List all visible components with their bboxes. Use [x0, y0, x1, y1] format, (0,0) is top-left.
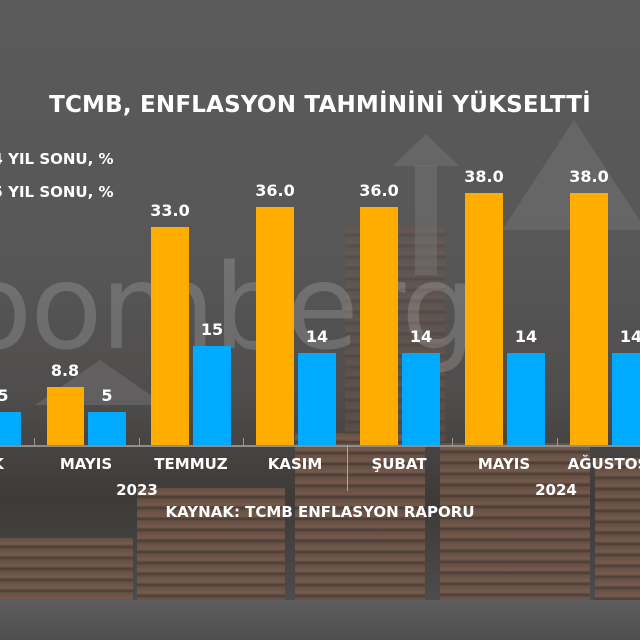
coin-stacks-photo [0, 430, 640, 608]
value-label: 38.0 [464, 167, 504, 186]
year-label-2023: 2023 [116, 481, 158, 499]
bar-2025-agustos [612, 353, 640, 445]
bar-2025-mayis-2024 [507, 353, 545, 445]
x-axis-line [0, 445, 640, 447]
bar-2024-mayis-2023 [47, 387, 84, 445]
bar-2025-temmuz [193, 346, 231, 445]
x-axis-tick [243, 438, 244, 446]
source-note: KAYNAK: TCMB ENFLASYON RAPORU [165, 503, 475, 521]
category-label: MAYIS [477, 455, 531, 473]
x-axis-tick [557, 438, 558, 446]
category-label: KASIM [267, 455, 323, 473]
category-label: AĞUSTOS [567, 455, 640, 473]
category-label: ŞUBAT [371, 455, 427, 473]
value-label: 5 [0, 386, 9, 405]
value-label: 5 [101, 386, 113, 405]
x-axis-tick [139, 438, 140, 446]
value-label: 14 [619, 327, 640, 346]
value-label: 36.0 [255, 181, 295, 200]
bar-2025-subat [402, 353, 440, 445]
bloomberg-watermark: oomberg [0, 238, 476, 376]
up-arrow-head-icon [393, 134, 459, 166]
year-label-2024: 2024 [535, 481, 577, 499]
year-separator [347, 445, 348, 491]
category-label: TEMMUZ [154, 455, 228, 473]
value-label: 14 [305, 327, 329, 346]
up-arrow-icon [415, 165, 437, 275]
value-label: 33.0 [150, 201, 190, 220]
bar-2024-mayis-2024 [465, 193, 503, 445]
value-label: 36.0 [359, 181, 399, 200]
value-label: 14 [514, 327, 538, 346]
bar-2025-mayis-2023 [88, 412, 126, 445]
bar-2024-subat [360, 207, 398, 445]
legend-item-2025: 25 YIL SONU, % [0, 183, 114, 201]
legend-item-2024: 24 YIL SONU, % [0, 150, 114, 168]
bar-2024-agustos [570, 193, 608, 445]
x-axis-tick [34, 438, 35, 446]
value-label: 15 [200, 320, 224, 339]
bar-2024-kasim [256, 207, 294, 445]
bar-2025-kasim [298, 353, 336, 445]
value-label: 14 [409, 327, 433, 346]
value-label: 38.0 [569, 167, 609, 186]
bar-2025-cat0 [0, 412, 21, 445]
category-label: K [0, 455, 48, 473]
table-surface [0, 600, 640, 640]
bar-2024-temmuz [151, 227, 189, 445]
category-label: MAYIS [59, 455, 113, 473]
value-label: 8.8 [50, 361, 80, 380]
x-axis-tick [452, 438, 453, 446]
chart-title: TCMB, ENFLASYON TAHMİNİNİ YÜKSELTTİ [49, 92, 591, 118]
